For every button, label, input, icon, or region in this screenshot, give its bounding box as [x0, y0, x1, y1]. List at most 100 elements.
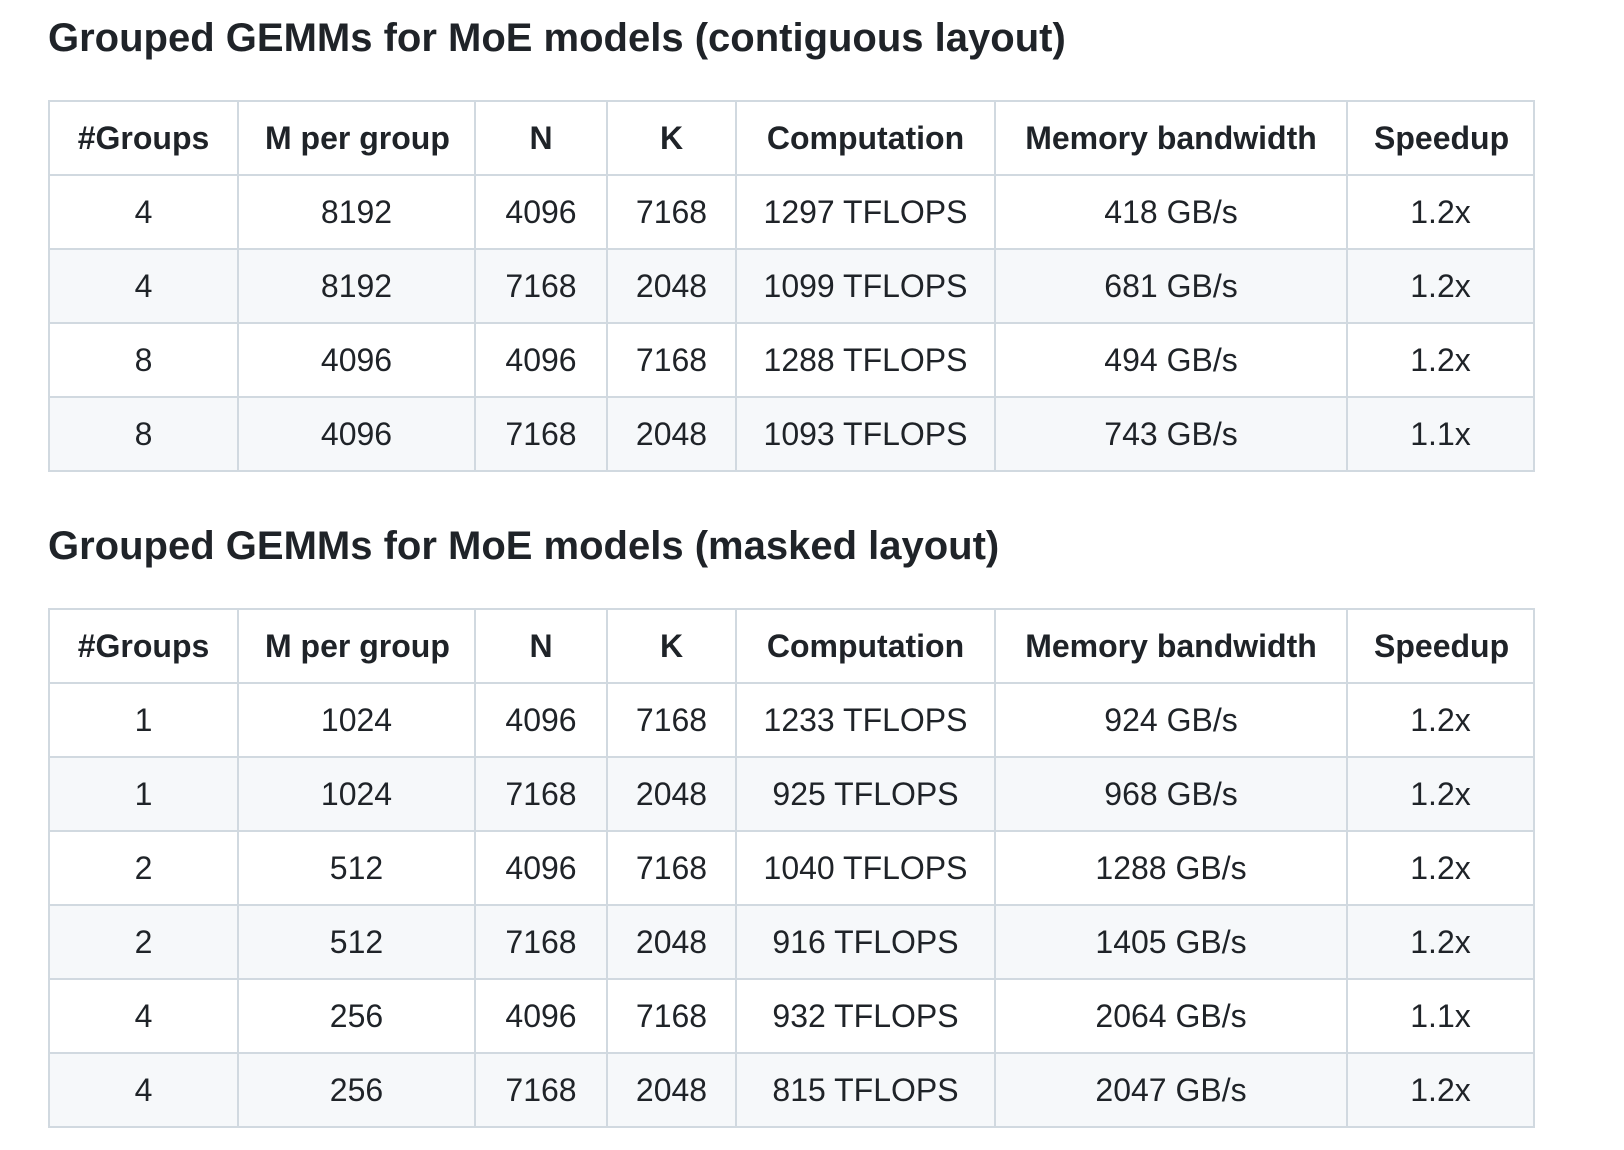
- table-cell: 743 GB/s: [994, 396, 1348, 472]
- table-cell: 7168: [606, 978, 737, 1054]
- table-cell: 1288 GB/s: [994, 830, 1348, 906]
- table-cell: 815 TFLOPS: [735, 1052, 996, 1128]
- table-cell: 8192: [237, 174, 476, 250]
- table-cell: 1.2x: [1346, 830, 1535, 906]
- table-cell: 4096: [474, 322, 608, 398]
- table-cell: 1.2x: [1346, 174, 1535, 250]
- table-cell: 968 GB/s: [994, 756, 1348, 832]
- table-cell: 1.2x: [1346, 322, 1535, 398]
- table-cell: 4: [48, 174, 239, 250]
- table-header-row: #Groups M per group N K Computation Memory ba…: [48, 608, 1535, 684]
- table-cell: 2064 GB/s: [994, 978, 1348, 1054]
- table-cell: 4096: [474, 174, 608, 250]
- table-row: 4 8192 7168 2048 1099 TFLOPS 681 GB/s 1.2x: [48, 248, 1535, 324]
- table-cell: 4096: [474, 682, 608, 758]
- column-header: Computation: [735, 608, 996, 684]
- table-cell: 494 GB/s: [994, 322, 1348, 398]
- table-cell: 1233 TFLOPS: [735, 682, 996, 758]
- table-row: 2 512 4096 7168 1040 TFLOPS 1288 GB/s 1.2x: [48, 830, 1535, 906]
- table-cell: 7168: [606, 830, 737, 906]
- table-cell: 1093 TFLOPS: [735, 396, 996, 472]
- table-cell: 418 GB/s: [994, 174, 1348, 250]
- table-cell: 2048: [606, 248, 737, 324]
- table-cell: 4096: [474, 830, 608, 906]
- table-cell: 8: [48, 322, 239, 398]
- column-header: M per group: [237, 100, 476, 176]
- column-header: #Groups: [48, 608, 239, 684]
- table-cell: 1.1x: [1346, 396, 1535, 472]
- table-cell: 2048: [606, 904, 737, 980]
- table-row: 8 4096 4096 7168 1288 TFLOPS 494 GB/s 1.2x: [48, 322, 1535, 398]
- table-cell: 1288 TFLOPS: [735, 322, 996, 398]
- table-cell: 8: [48, 396, 239, 472]
- column-header: #Groups: [48, 100, 239, 176]
- table-cell: 2047 GB/s: [994, 1052, 1348, 1128]
- column-header: N: [474, 100, 608, 176]
- table-cell: 1: [48, 756, 239, 832]
- section-masked-layout: Grouped GEMMs for MoE models (masked lay…: [48, 522, 1576, 1128]
- column-header: Computation: [735, 100, 996, 176]
- table-cell: 7168: [474, 1052, 608, 1128]
- table-cell: 7168: [474, 396, 608, 472]
- table-cell: 1099 TFLOPS: [735, 248, 996, 324]
- table-cell: 1.2x: [1346, 904, 1535, 980]
- column-header: Speedup: [1346, 608, 1535, 684]
- table-cell: 1405 GB/s: [994, 904, 1348, 980]
- table-cell: 1: [48, 682, 239, 758]
- table-row: 4 8192 4096 7168 1297 TFLOPS 418 GB/s 1.2x: [48, 174, 1535, 250]
- table-cell: 924 GB/s: [994, 682, 1348, 758]
- table-row: 4 256 7168 2048 815 TFLOPS 2047 GB/s 1.2x: [48, 1052, 1535, 1128]
- table-cell: 1.2x: [1346, 1052, 1535, 1128]
- gemm-table-contiguous: #Groups M per group N K Computation Memory ba…: [48, 100, 1535, 472]
- table-cell: 7168: [474, 904, 608, 980]
- table-cell: 1024: [237, 682, 476, 758]
- table-cell: 4096: [474, 978, 608, 1054]
- table-cell: 7168: [474, 756, 608, 832]
- section-heading-contiguous: Grouped GEMMs for MoE models (contiguous…: [48, 16, 1066, 60]
- column-header: M per group: [237, 608, 476, 684]
- table-cell: 925 TFLOPS: [735, 756, 996, 832]
- table-cell: 7168: [606, 682, 737, 758]
- column-header: Memory bandwidth: [994, 608, 1348, 684]
- table-row: 1 1024 7168 2048 925 TFLOPS 968 GB/s 1.2x: [48, 756, 1535, 832]
- column-header: N: [474, 608, 608, 684]
- table-cell: 1.1x: [1346, 978, 1535, 1054]
- table-cell: 681 GB/s: [994, 248, 1348, 324]
- table-cell: 2: [48, 904, 239, 980]
- section-heading-masked: Grouped GEMMs for MoE models (masked lay…: [48, 524, 1000, 568]
- table-cell: 7168: [606, 174, 737, 250]
- table-cell: 4096: [237, 322, 476, 398]
- table-cell: 1.2x: [1346, 248, 1535, 324]
- table-cell: 1040 TFLOPS: [735, 830, 996, 906]
- table-cell: 512: [237, 904, 476, 980]
- column-header: K: [606, 608, 737, 684]
- table-cell: 1297 TFLOPS: [735, 174, 996, 250]
- column-header: K: [606, 100, 737, 176]
- table-cell: 4: [48, 248, 239, 324]
- table-cell: 512: [237, 830, 476, 906]
- table-cell: 4: [48, 1052, 239, 1128]
- table-cell: 8192: [237, 248, 476, 324]
- table-cell: 1024: [237, 756, 476, 832]
- column-header: Memory bandwidth: [994, 100, 1348, 176]
- table-row: 2 512 7168 2048 916 TFLOPS 1405 GB/s 1.2x: [48, 904, 1535, 980]
- table-cell: 932 TFLOPS: [735, 978, 996, 1054]
- gemm-table-masked: #Groups M per group N K Computation Memory ba…: [48, 608, 1535, 1128]
- section-contiguous-layout: Grouped GEMMs for MoE models (contiguous…: [48, 14, 1576, 472]
- table-cell: 4: [48, 978, 239, 1054]
- table-cell: 916 TFLOPS: [735, 904, 996, 980]
- table-cell: 2048: [606, 756, 737, 832]
- table-cell: 256: [237, 1052, 476, 1128]
- table-cell: 1.2x: [1346, 756, 1535, 832]
- table-row: 4 256 4096 7168 932 TFLOPS 2064 GB/s 1.1x: [48, 978, 1535, 1054]
- table-cell: 1.2x: [1346, 682, 1535, 758]
- table-cell: 256: [237, 978, 476, 1054]
- column-header: Speedup: [1346, 100, 1535, 176]
- table-row: 8 4096 7168 2048 1093 TFLOPS 743 GB/s 1.1x: [48, 396, 1535, 472]
- table-cell: 7168: [606, 322, 737, 398]
- table-cell: 2: [48, 830, 239, 906]
- table-header-row: #Groups M per group N K Computation Memory ba…: [48, 100, 1535, 176]
- table-cell: 2048: [606, 1052, 737, 1128]
- table-row: 1 1024 4096 7168 1233 TFLOPS 924 GB/s 1.2x: [48, 682, 1535, 758]
- table-cell: 2048: [606, 396, 737, 472]
